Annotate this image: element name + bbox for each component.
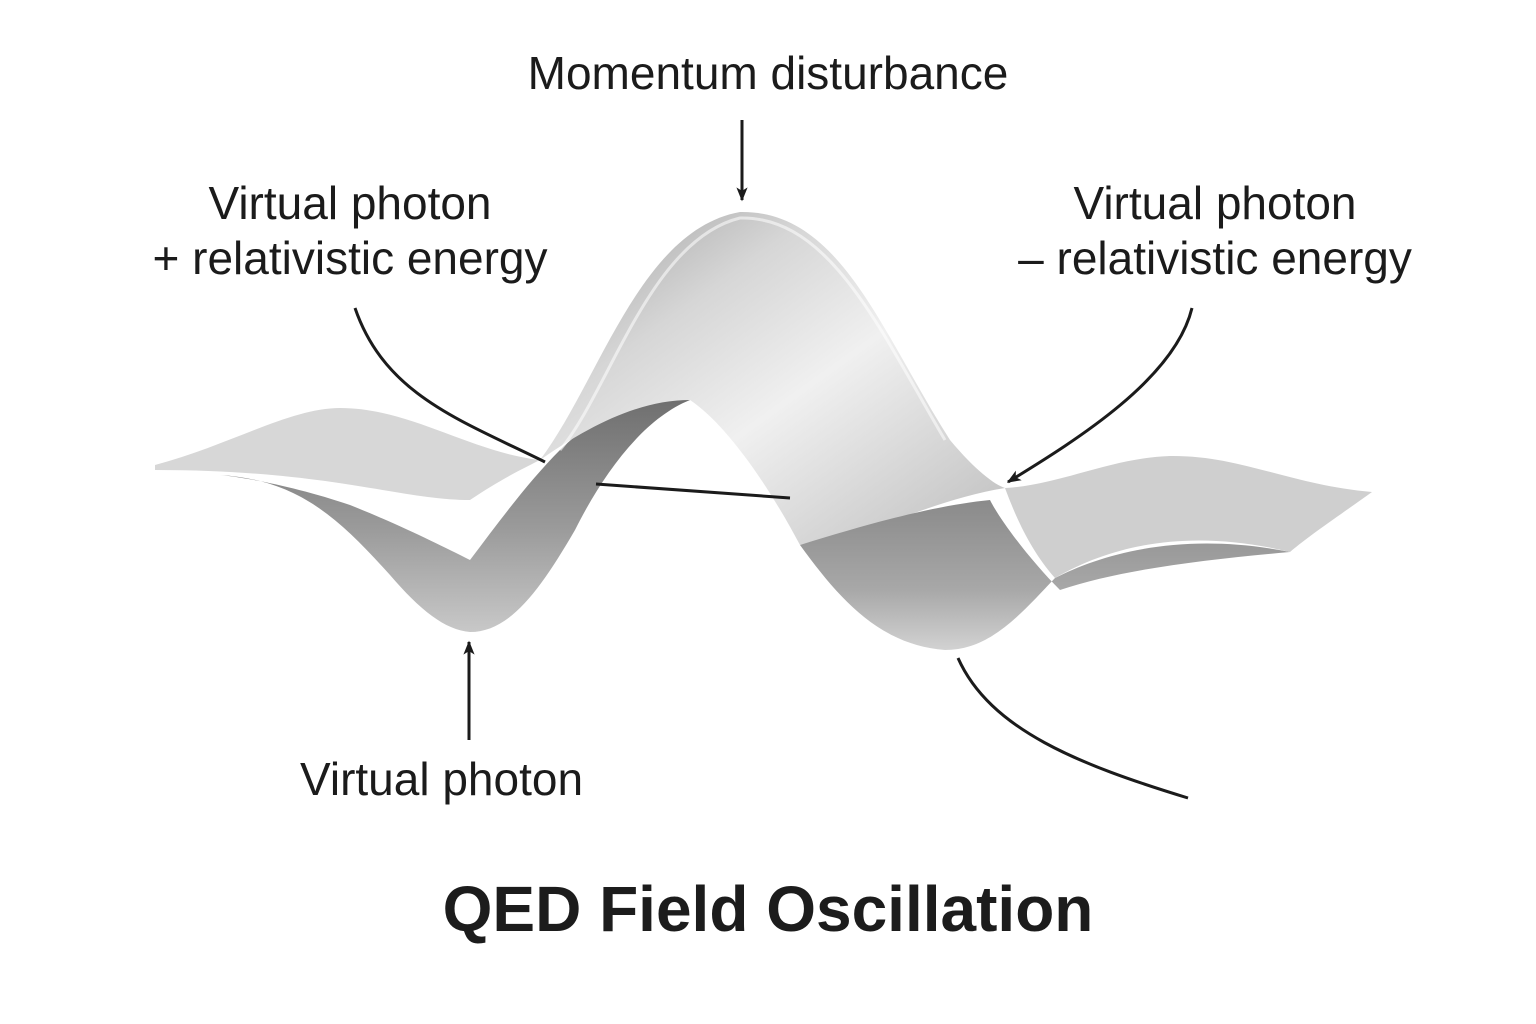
label-virtual-photon-bottom-text: Virtual photon — [300, 753, 584, 805]
label-momentum-disturbance-text: Momentum disturbance — [527, 47, 1009, 99]
diagram-title: QED Field Oscillation — [442, 873, 1094, 945]
ribbon-central-peak — [540, 211, 1005, 545]
label-virtual-photon-plus-line1: Virtual photon — [208, 177, 492, 229]
ribbon-left-trough — [220, 399, 690, 632]
label-virtual-photon-plus-line2: + relativistic energy — [152, 232, 548, 285]
ribbon-right-trough — [800, 500, 1290, 650]
callout-line-left — [353, 307, 546, 464]
arrow-right-energy — [1006, 307, 1194, 484]
label-virtual-photon-minus-line1: Virtual photon — [1073, 177, 1357, 229]
ribbon-rim-highlight — [558, 216, 947, 451]
label-virtual-photon-minus: Virtual photon – relativistic energy — [1010, 176, 1420, 286]
label-momentum-disturbance: Momentum disturbance — [0, 46, 1536, 101]
ribbon-left-flank — [155, 408, 540, 500]
inner-connector-line — [595, 482, 791, 500]
label-virtual-photon-minus-line2: – relativistic energy — [1018, 232, 1412, 285]
label-virtual-photon-bottom: Virtual photon — [300, 752, 620, 807]
label-virtual-photon-plus: Virtual photon + relativistic energy — [120, 176, 580, 286]
ribbon-right-flank — [1005, 455, 1372, 578]
callout-line-right-bottom — [956, 657, 1189, 800]
